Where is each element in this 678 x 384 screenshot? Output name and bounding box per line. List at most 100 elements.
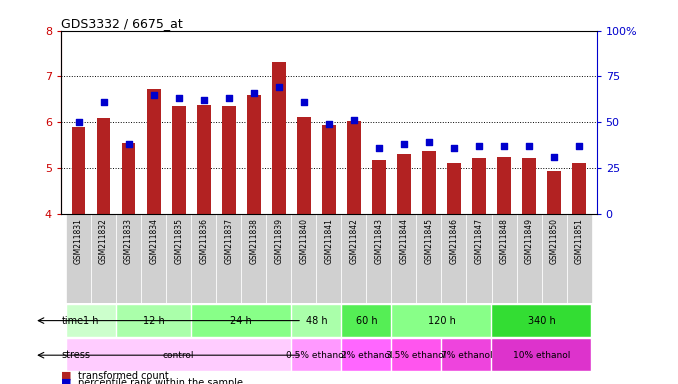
Bar — [166, 214, 191, 303]
Text: GDS3332 / 6675_at: GDS3332 / 6675_at — [61, 17, 183, 30]
Text: control: control — [163, 351, 195, 360]
Bar — [572, 162, 586, 214]
Text: GSM211844: GSM211844 — [399, 218, 408, 264]
Point — [223, 95, 234, 101]
Text: GSM211840: GSM211840 — [299, 218, 308, 264]
Point — [473, 143, 484, 149]
Text: GSM211833: GSM211833 — [124, 218, 133, 264]
Bar — [66, 214, 91, 303]
Point — [123, 141, 134, 147]
Text: GSM211843: GSM211843 — [374, 218, 383, 264]
Bar — [192, 305, 291, 336]
Text: GSM211837: GSM211837 — [224, 218, 233, 264]
Bar — [492, 305, 591, 336]
Bar — [241, 214, 266, 303]
Text: GSM211836: GSM211836 — [199, 218, 208, 264]
Bar — [447, 162, 461, 214]
Bar — [117, 305, 191, 336]
Bar — [492, 339, 591, 371]
Bar — [191, 214, 216, 303]
Bar — [272, 62, 285, 214]
Point — [523, 143, 534, 149]
Text: ■: ■ — [61, 378, 71, 384]
Point — [148, 92, 159, 98]
Bar — [442, 339, 491, 371]
Bar — [292, 305, 341, 336]
Text: GSM211831: GSM211831 — [74, 218, 83, 264]
Point — [374, 145, 384, 151]
Text: GSM211835: GSM211835 — [174, 218, 183, 264]
Bar — [416, 214, 441, 303]
Bar — [397, 154, 411, 214]
Text: GSM211839: GSM211839 — [275, 218, 283, 264]
Text: 48 h: 48 h — [306, 316, 327, 326]
Bar — [497, 157, 511, 214]
Bar — [547, 171, 561, 214]
Text: GSM211850: GSM211850 — [550, 218, 559, 264]
Point — [424, 139, 435, 146]
Point — [273, 84, 284, 91]
Text: 2% ethanol: 2% ethanol — [340, 351, 392, 360]
Text: time: time — [62, 316, 83, 326]
Text: transformed count: transformed count — [78, 371, 169, 381]
Point — [449, 145, 460, 151]
Bar — [141, 214, 166, 303]
Bar — [372, 160, 386, 214]
Bar — [422, 151, 436, 214]
Bar — [116, 214, 141, 303]
Text: GSM211834: GSM211834 — [149, 218, 158, 264]
Text: GSM211842: GSM211842 — [349, 218, 359, 264]
Bar — [322, 124, 336, 214]
Text: 3.5% ethanol: 3.5% ethanol — [386, 351, 447, 360]
Bar — [172, 106, 186, 214]
Text: 7% ethanol: 7% ethanol — [441, 351, 492, 360]
Bar — [517, 214, 542, 303]
Bar — [216, 214, 241, 303]
Text: 24 h: 24 h — [231, 316, 252, 326]
Bar — [522, 158, 536, 214]
Text: 1 h: 1 h — [83, 316, 99, 326]
Text: GSM211846: GSM211846 — [450, 218, 458, 264]
Bar — [66, 305, 115, 336]
Text: GSM211832: GSM211832 — [99, 218, 108, 264]
Text: 12 h: 12 h — [143, 316, 165, 326]
Text: 340 h: 340 h — [527, 316, 555, 326]
Bar — [391, 214, 416, 303]
Text: GSM211851: GSM211851 — [575, 218, 584, 264]
Bar — [341, 214, 366, 303]
Text: 120 h: 120 h — [428, 316, 456, 326]
Text: GSM211847: GSM211847 — [475, 218, 483, 264]
Bar — [342, 339, 391, 371]
Bar — [66, 339, 291, 371]
Bar — [222, 106, 235, 214]
Point — [98, 99, 109, 105]
Point — [298, 99, 309, 105]
Point — [348, 118, 359, 124]
Text: GSM211848: GSM211848 — [500, 218, 508, 264]
Bar — [146, 89, 161, 214]
Point — [498, 143, 509, 149]
Bar — [97, 118, 111, 214]
Bar — [567, 214, 592, 303]
Bar — [492, 214, 517, 303]
Bar — [247, 95, 260, 214]
Bar — [392, 339, 441, 371]
Text: GSM211838: GSM211838 — [250, 218, 258, 264]
Text: 10% ethanol: 10% ethanol — [513, 351, 570, 360]
Bar — [466, 214, 492, 303]
Bar — [122, 143, 136, 214]
Text: ■: ■ — [61, 371, 71, 381]
Bar — [392, 305, 491, 336]
Point — [323, 121, 334, 127]
Point — [248, 90, 259, 96]
Point — [399, 141, 410, 147]
Bar — [292, 214, 317, 303]
Text: GSM211845: GSM211845 — [424, 218, 433, 264]
Bar — [542, 214, 567, 303]
Point — [198, 97, 209, 103]
Bar — [347, 121, 361, 214]
Bar — [342, 305, 391, 336]
Bar — [297, 117, 311, 214]
Text: 0.5% ethanol: 0.5% ethanol — [286, 351, 346, 360]
Bar — [91, 214, 116, 303]
